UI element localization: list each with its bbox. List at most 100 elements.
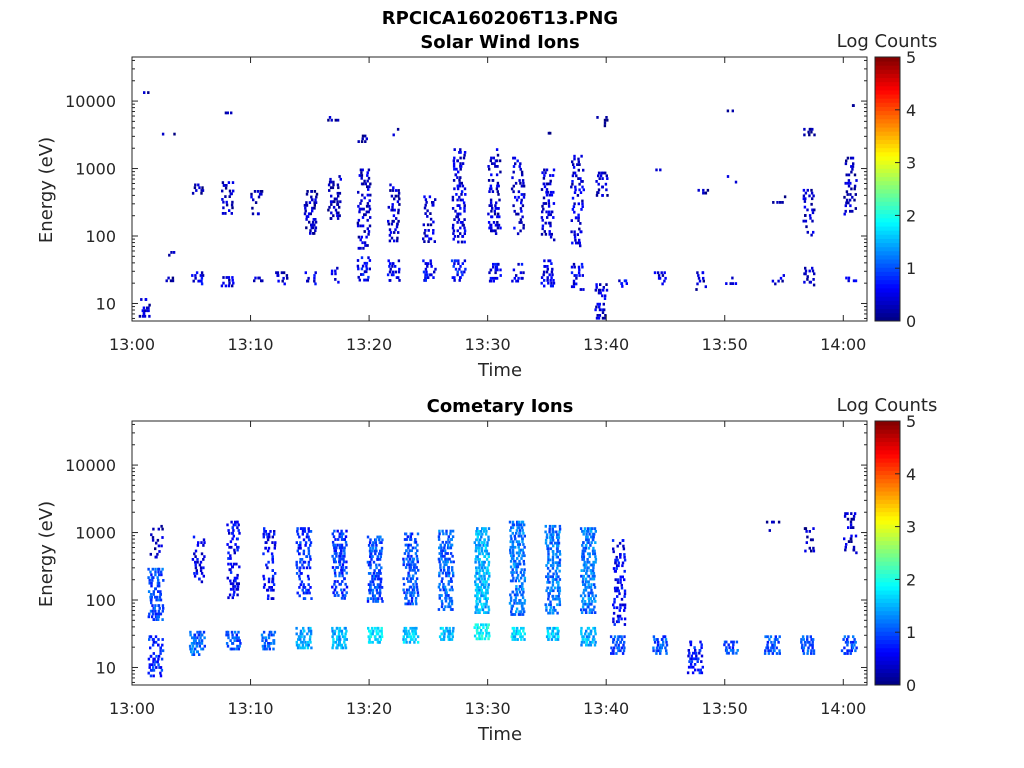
spectrogram-cell	[491, 179, 495, 182]
x-tick-label: 13:20	[346, 699, 392, 718]
spectrogram-cell	[557, 635, 560, 639]
spectrogram-cell	[272, 647, 275, 651]
spectrogram-cell	[511, 548, 515, 552]
spectrogram-cell	[583, 560, 586, 564]
spectrogram-cell	[451, 198, 455, 202]
spectrogram-cell	[849, 209, 852, 213]
spectrogram-cell	[440, 557, 443, 561]
spectrogram-cell	[484, 549, 487, 553]
spectrogram-cell	[427, 240, 430, 243]
spectrogram-cell	[480, 577, 484, 581]
spectrogram-cell	[546, 580, 549, 584]
spectrogram-cell	[442, 532, 445, 536]
spectrogram-cell	[555, 536, 559, 539]
spectrogram-cell	[574, 188, 577, 192]
spectrogram-cell	[262, 574, 265, 578]
spectrogram-cell	[339, 549, 343, 553]
spectrogram-cell	[800, 638, 803, 641]
spectrogram-burst-1	[188, 535, 206, 656]
spectrogram-cell	[558, 578, 562, 581]
spectrogram-cell	[516, 232, 520, 236]
spectrogram-cell	[514, 559, 517, 563]
spectrogram-cell	[447, 568, 450, 572]
spectrogram-cell	[378, 577, 381, 581]
spectrogram-cell	[849, 520, 853, 524]
spectrogram-cell	[432, 231, 435, 235]
spectrogram-cell	[606, 194, 609, 197]
spectrogram-cell	[847, 526, 850, 529]
spectrogram-cell	[413, 591, 416, 595]
colorbar-segment	[875, 147, 900, 153]
spectrogram-cell	[447, 535, 450, 539]
spectrogram-cell	[847, 201, 850, 205]
spectrogram-cell	[307, 629, 311, 633]
spectrogram-cell	[189, 647, 192, 651]
spectrogram-cell	[731, 649, 735, 652]
spectrogram-cell	[558, 527, 562, 531]
colorbar-segment	[875, 643, 900, 649]
spectrogram-cell	[485, 600, 488, 603]
spectrogram-cell	[154, 573, 157, 577]
spectrogram-cell	[547, 611, 550, 615]
spectrogram-cell	[663, 279, 666, 283]
spectrogram-cell	[848, 198, 852, 202]
spectrogram-cell	[337, 280, 340, 284]
spectrogram-cell	[844, 162, 848, 166]
spectrogram-cell	[332, 543, 335, 547]
spectrogram-cell	[408, 632, 411, 636]
spectrogram-cell	[595, 316, 599, 320]
spectrogram-cell	[234, 543, 237, 546]
spectrogram-cell	[271, 541, 274, 544]
spectrogram-cell	[553, 635, 556, 639]
spectrogram-cell	[147, 567, 150, 571]
spectrogram-cell	[309, 632, 313, 636]
spectrogram-cell	[852, 526, 855, 529]
spectrogram-cell	[547, 638, 550, 641]
spectrogram-cell	[159, 590, 162, 593]
spectrogram-cell	[612, 603, 615, 607]
spectrogram-cell	[309, 229, 312, 232]
spectrogram-cell	[805, 225, 808, 229]
spectrogram-cell	[397, 191, 401, 195]
spectrogram-cell	[454, 209, 457, 213]
spectrogram-cell	[415, 554, 419, 558]
spectrogram-cell	[552, 552, 555, 556]
spectrogram-cell	[481, 569, 485, 572]
spectrogram-cell	[157, 590, 160, 593]
spectrogram-cell	[489, 201, 493, 205]
spectrogram-cell	[366, 535, 370, 539]
spectrogram-cell	[201, 647, 205, 651]
spectrogram-cell	[458, 184, 462, 188]
spectrogram-cell	[373, 569, 376, 572]
spectrogram-cell	[448, 599, 452, 603]
spectrogram-cell	[228, 278, 231, 282]
spectrogram-cell	[413, 585, 416, 589]
spectrogram-cell	[516, 520, 519, 524]
colorbar-tick-label: 0	[906, 676, 916, 695]
colorbar-segment	[875, 222, 900, 227]
spectrogram-cell	[408, 574, 411, 578]
spectrogram-cell	[329, 180, 333, 184]
spectrogram-cell	[581, 597, 585, 600]
spectrogram-cell	[445, 574, 448, 578]
spectrogram-cell	[191, 191, 195, 195]
spectrogram-cell	[407, 580, 410, 583]
spectrogram-cell	[582, 577, 585, 581]
spectrogram-cell	[697, 668, 700, 672]
spectrogram-cell	[160, 657, 164, 661]
x-tick-label: 13:10	[227, 335, 273, 354]
spectrogram-cell	[263, 583, 266, 586]
spectrogram-cell	[623, 603, 627, 607]
spectrogram-cell	[339, 582, 342, 586]
spectrogram-cell	[356, 264, 360, 268]
spectrogram-cell	[230, 111, 233, 115]
spectrogram-cell	[236, 587, 240, 591]
spectrogram-cell	[612, 617, 615, 621]
spectrogram-cell	[308, 220, 311, 224]
spectrogram-cell	[726, 109, 730, 113]
spectrogram-cell	[591, 532, 594, 536]
spectrogram-cell	[340, 643, 344, 647]
colorbar-segment	[875, 61, 900, 66]
spectrogram-cell	[227, 636, 230, 640]
spectrogram-cell	[334, 538, 337, 541]
